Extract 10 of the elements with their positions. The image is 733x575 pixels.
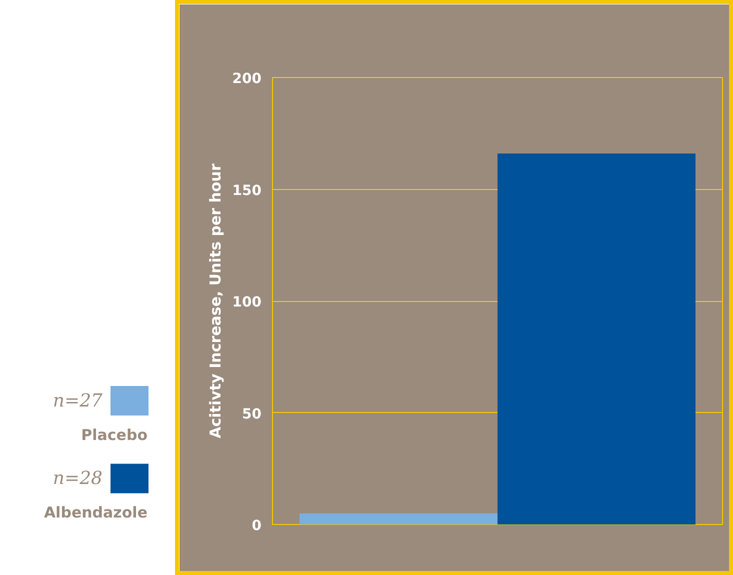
y-tick-label: 0: [252, 518, 262, 534]
y-tick-label: 100: [232, 294, 262, 310]
y-axis-title: Acitivty Increase, Units per hour: [206, 163, 224, 438]
legend-label: Placebo: [81, 426, 148, 444]
y-tick-label: 200: [232, 71, 262, 87]
y-tick-label: 150: [232, 182, 262, 199]
y-tick-label: 50: [242, 406, 262, 422]
text: n=28: [52, 468, 103, 490]
legend-label: Albendazole: [44, 504, 148, 522]
text: n=27: [52, 390, 104, 412]
